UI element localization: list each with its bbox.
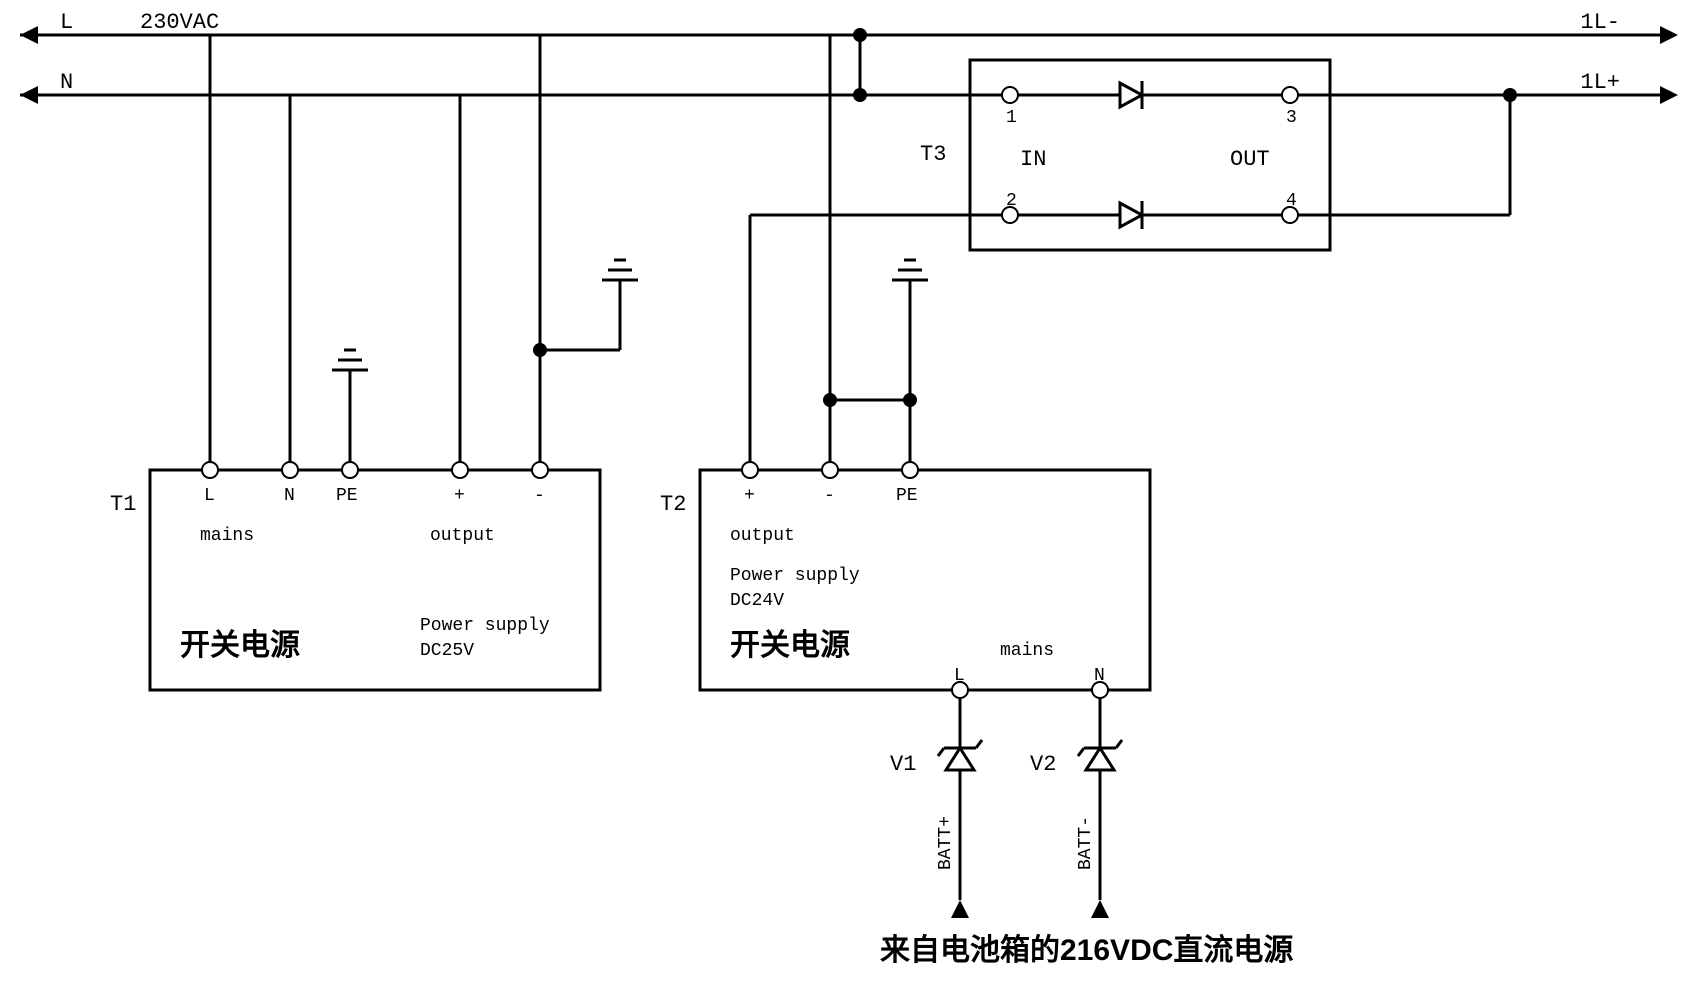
svg-text:PE: PE [336, 486, 358, 506]
diode-V1: V1 BATT+ [890, 698, 982, 918]
arrow-1L-plus [1660, 86, 1678, 104]
label-N: N [60, 70, 73, 95]
svg-text:L: L [954, 666, 965, 686]
block-T2: T2 开关电源 Power supply DC24V output mains … [660, 462, 1150, 698]
t2-sub2: DC24V [730, 591, 784, 611]
t3-out: OUT [1230, 147, 1270, 172]
svg-text:4: 4 [1286, 191, 1297, 211]
svg-text:BATT-: BATT- [1076, 816, 1096, 870]
diode-icon [1120, 201, 1142, 229]
ground-icon [602, 260, 638, 310]
ref-T3: T3 [920, 142, 946, 167]
svg-text:-: - [824, 486, 835, 506]
ground-icon [892, 260, 928, 310]
ref-T2: T2 [660, 492, 686, 517]
title-T2: 开关电源 [730, 629, 850, 662]
ref-T1: T1 [110, 492, 136, 517]
svg-text:3: 3 [1286, 108, 1297, 128]
title-T1: 开关电源 [180, 629, 300, 662]
label-1L-minus: 1L- [1580, 10, 1620, 35]
svg-text:-: - [534, 486, 545, 506]
t1-mains: mains [200, 526, 254, 546]
svg-text:L: L [204, 486, 215, 506]
schematic-diagram: L 230VAC 1L- N 1L+ T1 开关电源 Power supply … [0, 0, 1700, 981]
t2-sub1: Power supply [730, 566, 860, 586]
t1-sub2: DC25V [420, 641, 474, 661]
t3-in: IN [1020, 147, 1046, 172]
batt-caption: 来自电池箱的216VDC直流电源 [880, 934, 1293, 967]
svg-text:V1: V1 [890, 752, 916, 777]
label-L: L [60, 10, 73, 35]
block-T1: T1 开关电源 Power supply DC25V mains output … [110, 462, 600, 690]
t2-output: output [730, 526, 795, 546]
svg-text:+: + [744, 486, 755, 506]
diode-icon [1120, 81, 1142, 109]
svg-text:N: N [284, 486, 295, 506]
svg-text:V2: V2 [1030, 752, 1056, 777]
ground-icon [332, 350, 368, 400]
svg-text:1: 1 [1006, 108, 1017, 128]
label-1L-plus: 1L+ [1580, 70, 1620, 95]
svg-text:+: + [454, 486, 465, 506]
svg-text:2: 2 [1006, 191, 1017, 211]
block-T3: T3 IN OUT 1 2 3 4 [920, 60, 1330, 250]
t2-mains: mains [1000, 641, 1054, 661]
svg-text:N: N [1094, 666, 1105, 686]
label-230vac: 230VAC [140, 10, 219, 35]
arrow-1L-minus [1660, 26, 1678, 44]
t1-output: output [430, 526, 495, 546]
diode-V2: V2 BATT- [1030, 698, 1122, 918]
svg-text:BATT+: BATT+ [936, 816, 956, 870]
t1-sub1: Power supply [420, 616, 550, 636]
svg-text:PE: PE [896, 486, 918, 506]
